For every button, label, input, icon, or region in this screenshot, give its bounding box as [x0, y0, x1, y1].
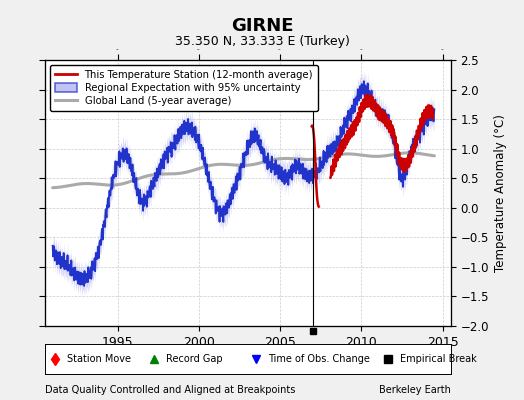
Y-axis label: Temperature Anomaly (°C): Temperature Anomaly (°C)	[495, 114, 507, 272]
Text: GIRNE: GIRNE	[231, 17, 293, 35]
Legend: This Temperature Station (12-month average), Regional Expectation with 95% uncer: This Temperature Station (12-month avera…	[50, 65, 318, 111]
Text: Record Gap: Record Gap	[167, 354, 223, 364]
Text: Data Quality Controlled and Aligned at Breakpoints: Data Quality Controlled and Aligned at B…	[45, 385, 295, 395]
Text: Empirical Break: Empirical Break	[400, 354, 477, 364]
Text: Time of Obs. Change: Time of Obs. Change	[268, 354, 370, 364]
Text: 35.350 N, 33.333 E (Turkey): 35.350 N, 33.333 E (Turkey)	[174, 36, 350, 48]
Text: Station Move: Station Move	[67, 354, 131, 364]
Text: Berkeley Earth: Berkeley Earth	[379, 385, 451, 395]
